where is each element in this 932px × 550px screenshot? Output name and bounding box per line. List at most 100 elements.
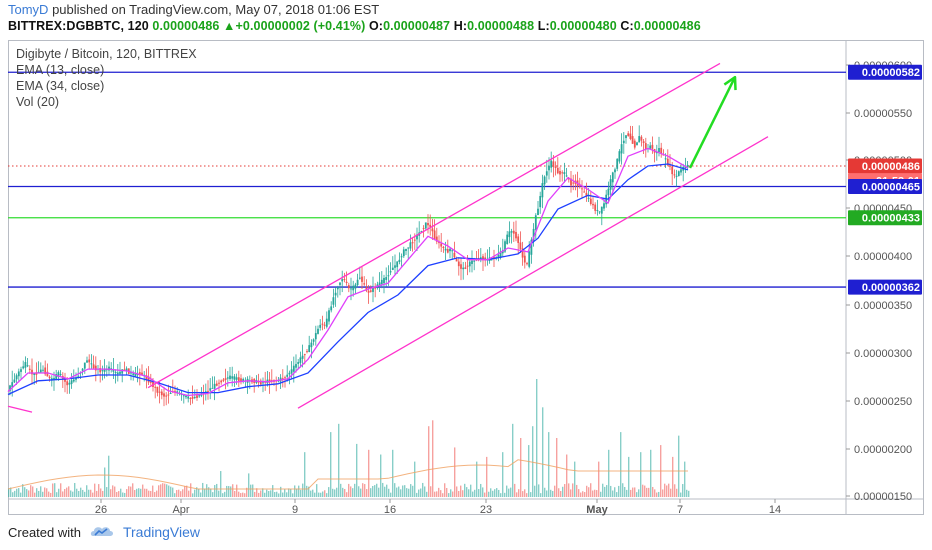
candle-body [611, 172, 614, 183]
volume-bar [170, 486, 172, 497]
tradingview-logo-icon [90, 527, 113, 536]
candle-body [46, 371, 49, 377]
volume-bar [72, 491, 74, 497]
legend-ema34[interactable]: EMA (34, close) [16, 79, 105, 93]
candle-body [620, 144, 623, 154]
candle-body [358, 277, 361, 279]
candle-body [649, 145, 652, 149]
volume-bar [122, 492, 124, 497]
volume-bar [92, 492, 94, 497]
candle-body [328, 310, 330, 322]
volume-bar [448, 493, 450, 497]
volume-bar [38, 490, 40, 497]
volume-bar [656, 492, 658, 497]
volume-bar [312, 489, 314, 497]
volume-bar [306, 485, 308, 497]
candle-body [603, 203, 605, 209]
candle-body [156, 386, 159, 393]
candle-body [301, 355, 304, 359]
volume-bar [224, 491, 226, 497]
volume-bar [232, 484, 234, 497]
volume-bar [52, 483, 54, 497]
candle-body [288, 372, 291, 375]
volume-bar [560, 491, 562, 497]
volume-bar [668, 483, 670, 497]
volume-bar [438, 487, 440, 497]
volume-bar [162, 483, 164, 497]
candle-body [455, 259, 458, 262]
volume-bar [78, 490, 80, 497]
volume-bar [654, 489, 656, 497]
candle-body [215, 383, 218, 386]
volume-bar [234, 491, 236, 497]
candle-body [684, 166, 687, 169]
volume-bar [128, 486, 130, 497]
candle-body [66, 381, 69, 386]
candle-body [673, 174, 676, 176]
candle-body [20, 369, 22, 372]
volume-bar [218, 490, 220, 497]
channel-trend-line[interactable] [147, 62, 721, 389]
arrow-head [723, 75, 737, 91]
channel-trend-line[interactable] [7, 405, 33, 413]
candle-body [224, 378, 227, 380]
volume-bar [626, 489, 628, 497]
volume-bar [298, 485, 300, 497]
candle-body [374, 287, 377, 289]
candle-body [154, 386, 157, 388]
volume-bar [196, 487, 198, 497]
volume-bar [634, 487, 636, 497]
volume-bar [208, 487, 210, 497]
volume-bar [60, 483, 62, 497]
candle-body [369, 290, 372, 292]
volume-bar [148, 490, 150, 497]
candle-body [440, 243, 443, 247]
volume-bar [422, 482, 424, 497]
price-change: +0.00000002 (+0.41%) [235, 19, 366, 33]
volume-bar [528, 445, 530, 497]
candle-body [543, 176, 546, 185]
candle-body [578, 185, 581, 187]
candle-body [396, 261, 399, 268]
volume-bar [430, 486, 432, 497]
volume-bar [254, 491, 256, 497]
candle-body [105, 369, 108, 371]
volume-bar [476, 461, 478, 497]
candle-body [587, 197, 590, 199]
candle-body [559, 170, 561, 175]
legend-volume[interactable]: Vol (20) [16, 95, 60, 109]
volume-bar [328, 487, 330, 497]
volume-bar [284, 489, 286, 497]
candle-body [407, 247, 410, 249]
candle-body [130, 372, 132, 374]
candle-body [211, 387, 214, 389]
volume-bar [534, 485, 536, 497]
candle-body [548, 165, 550, 171]
volume-bar [532, 426, 534, 497]
target-arrow[interactable] [688, 76, 737, 169]
candle-body [363, 283, 366, 285]
candle-body [468, 261, 471, 267]
candle-body [402, 249, 405, 257]
candle-body [537, 208, 539, 216]
tradingview-brand[interactable]: TradingView [122, 524, 201, 540]
candle-body [70, 380, 73, 384]
y-tick-label: 0.00000200 [854, 444, 912, 456]
ema13-line [7, 147, 689, 397]
legend-ema13[interactable]: EMA (13, close) [16, 63, 105, 77]
volume-bar [636, 492, 638, 497]
candle-body [433, 230, 436, 240]
chart-panel[interactable] [8, 40, 924, 515]
volume-bar [354, 483, 356, 497]
channel-trend-line[interactable] [297, 136, 769, 409]
volume-bar [576, 484, 578, 497]
candle-body [114, 372, 117, 374]
candle-body [625, 135, 627, 139]
volume-bar [30, 485, 32, 497]
candle-body [53, 377, 55, 380]
author-link[interactable]: TomyD [8, 2, 49, 17]
candle-body [583, 191, 586, 193]
candle-body [317, 328, 319, 334]
x-tick-label: 16 [384, 504, 396, 516]
